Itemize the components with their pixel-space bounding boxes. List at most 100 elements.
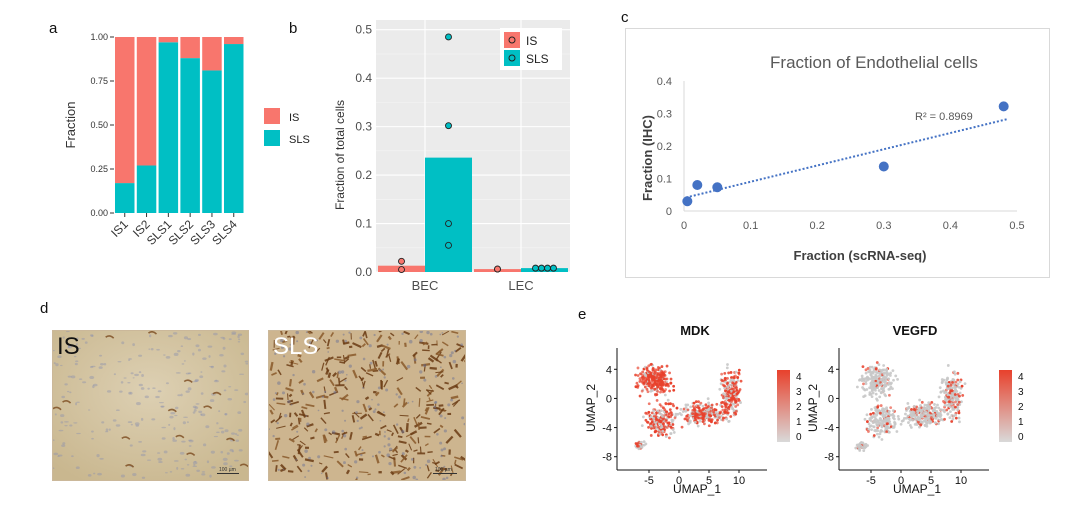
nucleus	[345, 340, 348, 343]
umap-cell	[876, 399, 879, 402]
umap-cell	[948, 400, 951, 403]
umap-cell	[950, 389, 953, 392]
legend-label-is: IS	[526, 34, 537, 48]
nucleus	[423, 379, 426, 382]
umap-cell	[866, 377, 869, 380]
data-point-sls	[551, 265, 557, 271]
umap-cell	[721, 405, 724, 408]
umap-cell	[927, 405, 930, 408]
nucleus	[161, 427, 166, 429]
nucleus	[99, 458, 103, 460]
nucleus	[211, 466, 216, 469]
vessel-stain	[408, 419, 409, 422]
nucleus	[283, 469, 285, 471]
umap-cell	[951, 381, 954, 384]
nucleus	[220, 451, 223, 453]
nucleus	[425, 464, 427, 466]
legend-label-sls: SLS	[289, 134, 310, 146]
x-tick-label: 0	[681, 220, 687, 232]
colorbar-tick-label: 3	[796, 387, 802, 398]
umap-cell	[947, 364, 950, 367]
umap-cell	[948, 406, 951, 409]
nucleus	[136, 402, 141, 405]
umap-cell	[668, 421, 671, 424]
umap-cell	[718, 416, 721, 419]
umap-cell	[947, 396, 950, 399]
y-tick-label: 0.3	[355, 120, 372, 134]
umap-cell	[705, 406, 708, 409]
nucleus	[152, 387, 155, 389]
umap-cell	[722, 392, 725, 395]
umap-cell	[635, 442, 638, 445]
nucleus	[64, 383, 67, 385]
umap-cell	[697, 405, 700, 408]
y-tick-label: 0.75	[90, 76, 108, 86]
umap-cell	[672, 389, 675, 392]
umap-cell	[658, 433, 661, 436]
ylabel: Fraction (IHC)	[640, 115, 655, 201]
umap-cell	[957, 398, 960, 401]
nucleus	[213, 333, 218, 336]
nucleus	[419, 467, 421, 469]
nucleus	[68, 376, 72, 378]
umap-cell	[715, 411, 718, 414]
scatter-point	[682, 196, 692, 206]
nucleus	[173, 427, 175, 430]
umap-cell	[694, 421, 697, 424]
umap-cell	[740, 380, 743, 383]
umap-cell	[875, 414, 878, 417]
vessel-stain	[444, 383, 448, 384]
nucleus	[61, 421, 64, 423]
nucleus	[460, 343, 463, 346]
umap-cell	[712, 411, 715, 414]
nucleus	[443, 447, 446, 450]
umap-cell	[723, 372, 726, 375]
umap-cell	[958, 411, 961, 414]
nucleus	[223, 365, 226, 368]
nucleus	[224, 389, 227, 391]
umap-cell	[729, 415, 732, 418]
umap-cell	[728, 406, 731, 409]
umap-cell	[736, 393, 739, 396]
nucleus	[348, 332, 350, 334]
vessel-stain	[419, 398, 420, 407]
bar-sls-bec	[425, 158, 472, 272]
umap-cell	[708, 424, 711, 427]
vessel-stain	[398, 436, 402, 437]
umap-cell	[664, 378, 667, 381]
nucleus	[341, 370, 344, 373]
nucleus	[130, 444, 133, 446]
vessel-stain	[324, 400, 325, 409]
nucleus	[189, 445, 192, 447]
umap-cell	[913, 405, 916, 408]
vessel-stain	[327, 348, 330, 349]
umap-cell	[956, 372, 959, 375]
umap-cell	[964, 382, 967, 385]
umap-cell	[954, 396, 957, 399]
nucleus	[237, 411, 241, 414]
umap-cell	[726, 411, 729, 414]
nucleus	[64, 421, 69, 422]
nucleus	[407, 365, 410, 368]
nucleus	[104, 363, 107, 365]
umap-cell	[897, 415, 900, 418]
colorbar-tick-label: 2	[796, 402, 802, 413]
umap-cell	[885, 406, 888, 409]
nucleus	[218, 410, 220, 412]
nucleus	[155, 396, 160, 398]
nucleus	[235, 433, 237, 435]
umap-cell	[867, 367, 870, 370]
umap-cell	[911, 419, 914, 422]
nucleus	[332, 430, 335, 433]
nucleus	[81, 338, 84, 340]
nucleus	[449, 354, 452, 357]
nucleus	[287, 400, 290, 403]
nucleus	[131, 372, 134, 374]
nucleus	[187, 464, 190, 466]
umap-cell	[725, 403, 728, 406]
nucleus	[211, 451, 215, 454]
nucleus	[278, 469, 280, 471]
umap-cell	[718, 388, 721, 391]
